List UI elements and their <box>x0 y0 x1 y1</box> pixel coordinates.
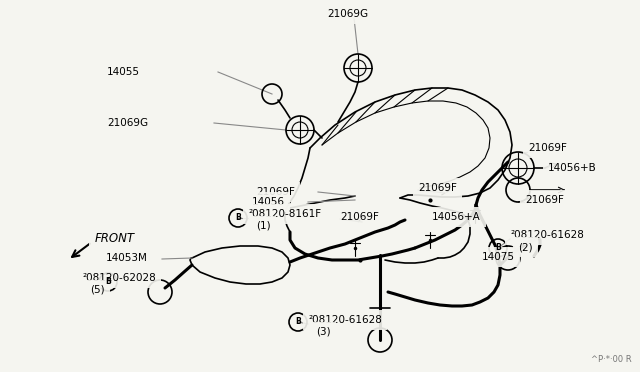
Text: 21069F: 21069F <box>256 187 295 197</box>
Text: (2): (2) <box>518 242 532 252</box>
Text: ²08120-62028: ²08120-62028 <box>82 273 156 283</box>
Text: FRONT: FRONT <box>95 231 135 244</box>
Text: 21069G: 21069G <box>328 9 369 19</box>
Text: B: B <box>235 214 241 222</box>
Text: 14075: 14075 <box>482 252 515 262</box>
Text: 21069F: 21069F <box>418 183 457 193</box>
Text: (3): (3) <box>316 327 331 337</box>
Text: 14056: 14056 <box>252 197 285 207</box>
Text: 14056+A: 14056+A <box>432 212 481 222</box>
Text: (5): (5) <box>90 285 104 295</box>
Text: ^P·*·00 R: ^P·*·00 R <box>591 355 632 364</box>
Text: ²08120-61628: ²08120-61628 <box>510 230 584 240</box>
Text: B: B <box>495 244 501 253</box>
Text: 14055: 14055 <box>107 67 140 77</box>
Text: ²08120-8161F: ²08120-8161F <box>248 209 321 219</box>
Text: (1): (1) <box>256 221 271 231</box>
Text: ²08120-61628: ²08120-61628 <box>308 315 382 325</box>
Text: 21069F: 21069F <box>340 212 379 222</box>
Text: 14056+B: 14056+B <box>548 163 596 173</box>
Text: 14053M: 14053M <box>106 253 148 263</box>
Text: B: B <box>105 278 111 286</box>
Text: 21069F: 21069F <box>525 195 564 205</box>
Text: 21069F: 21069F <box>528 143 567 153</box>
Text: B: B <box>295 317 301 327</box>
Text: 21069G: 21069G <box>107 118 148 128</box>
